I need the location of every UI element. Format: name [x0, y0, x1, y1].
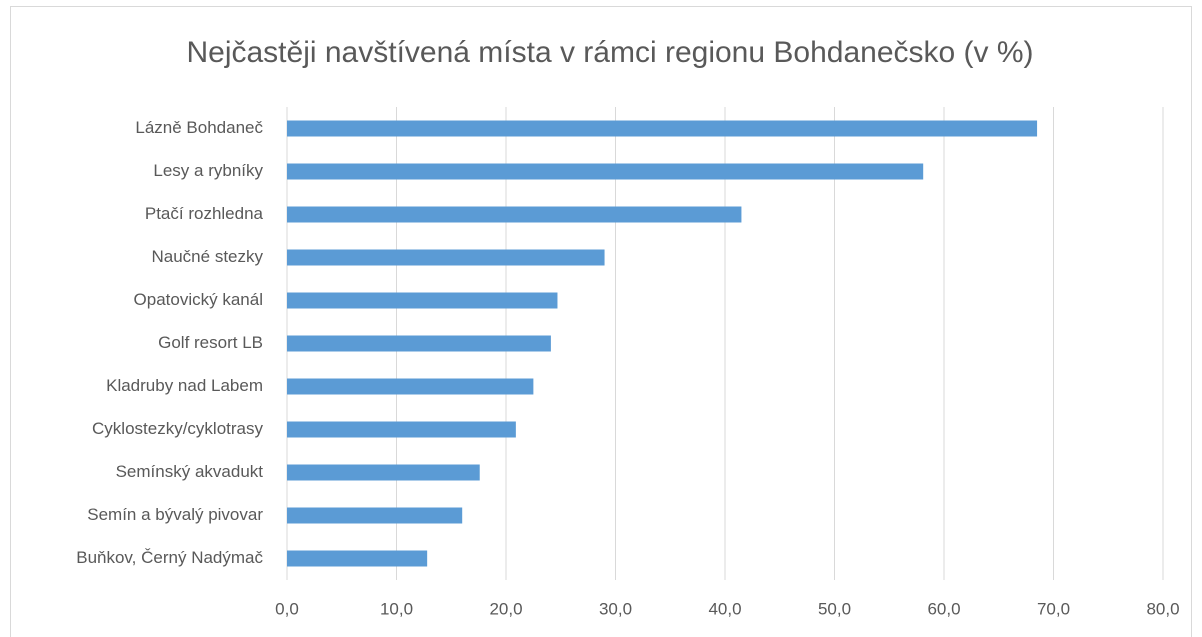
x-tick-label: 80,0 — [1146, 599, 1179, 618]
y-tick-label: Buňkov, Černý Nadýmač — [76, 548, 263, 567]
x-tick-label: 0,0 — [275, 599, 299, 618]
bar — [287, 249, 605, 266]
x-tick-label: 70,0 — [1037, 599, 1070, 618]
bar — [287, 464, 480, 481]
bar — [287, 206, 742, 223]
y-tick-label: Kladruby nad Labem — [106, 376, 263, 395]
bar — [287, 507, 463, 524]
y-tick-label: Ptačí rozhledna — [145, 204, 264, 223]
bar — [287, 163, 924, 180]
bar — [287, 120, 1038, 137]
bar — [287, 421, 516, 438]
y-tick-label: Semín a bývalý pivovar — [87, 505, 263, 524]
x-tick-label: 40,0 — [708, 599, 741, 618]
x-tick-label: 20,0 — [489, 599, 522, 618]
x-tick-label: 10,0 — [380, 599, 413, 618]
x-tick-label: 60,0 — [927, 599, 960, 618]
y-tick-label: Lesy a rybníky — [153, 161, 263, 180]
bar — [287, 335, 551, 352]
y-tick-label: Cyklostezky/cyklotrasy — [92, 419, 263, 438]
x-tick-label: 30,0 — [599, 599, 632, 618]
chart-border — [10, 6, 1192, 637]
bar — [287, 378, 534, 395]
y-tick-label: Naučné stezky — [152, 247, 264, 266]
y-tick-label: Semínský akvadukt — [116, 462, 264, 481]
chart-title: Nejčastěji navštívená místa v rámci regi… — [186, 36, 1033, 69]
bar — [287, 550, 428, 567]
bar — [287, 292, 558, 309]
y-tick-label: Opatovický kanál — [134, 290, 263, 309]
y-tick-label: Golf resort LB — [158, 333, 263, 352]
y-tick-label: Lázně Bohdaneč — [135, 118, 263, 137]
x-tick-label: 50,0 — [818, 599, 851, 618]
